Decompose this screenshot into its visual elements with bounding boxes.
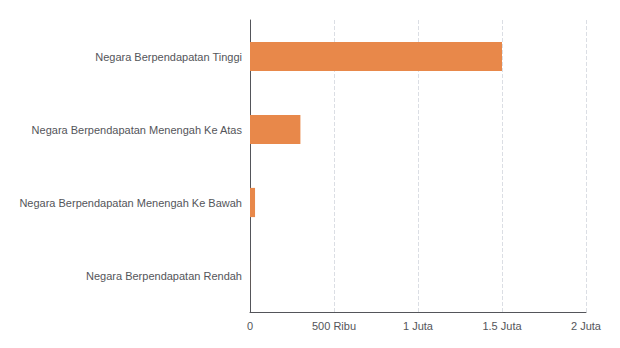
svg-text:1.5 Juta: 1.5 Juta xyxy=(482,320,522,332)
svg-text:Negara Berpendapatan Menengah: Negara Berpendapatan Menengah Ke Bawah xyxy=(19,197,242,209)
svg-text:0: 0 xyxy=(247,320,253,332)
svg-text:1 Juta: 1 Juta xyxy=(403,320,434,332)
svg-text:500 Ribu: 500 Ribu xyxy=(312,320,356,332)
svg-text:Negara Berpendapatan Tinggi: Negara Berpendapatan Tinggi xyxy=(95,51,242,63)
svg-text:2 Juta: 2 Juta xyxy=(571,320,602,332)
svg-text:Negara Berpendapatan Rendah: Negara Berpendapatan Rendah xyxy=(86,270,242,282)
svg-text:Negara Berpendapatan Menengah: Negara Berpendapatan Menengah Ke Atas xyxy=(32,124,243,136)
